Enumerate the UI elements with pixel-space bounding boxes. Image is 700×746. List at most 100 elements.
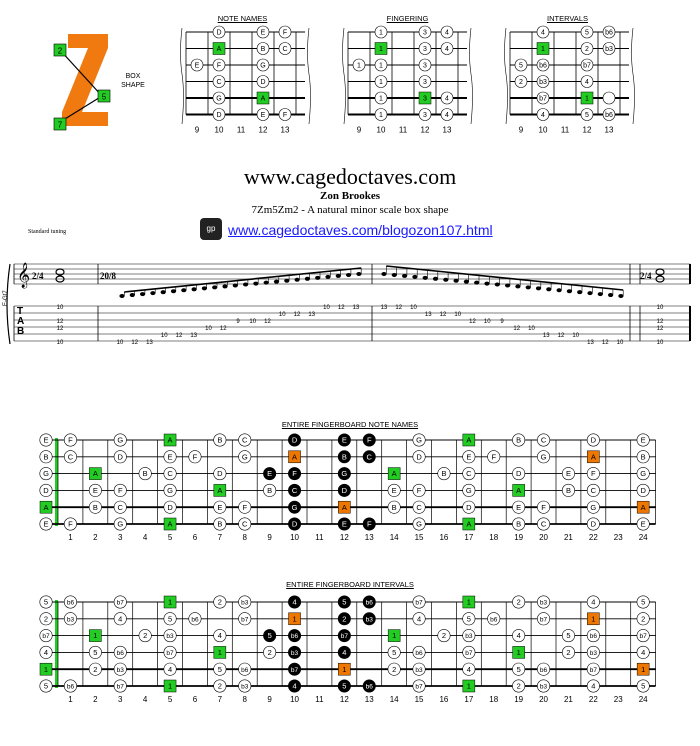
note-label: C xyxy=(216,79,221,86)
fingerboard-label: 4 xyxy=(591,682,595,691)
note-marker xyxy=(288,433,302,447)
fingerboard-label: F xyxy=(367,520,372,529)
fingerboard-label: C xyxy=(466,469,472,478)
note-marker xyxy=(440,42,454,55)
fingerboard-label: 4 xyxy=(292,682,296,691)
note-label: F xyxy=(283,112,287,119)
note-label: 1 xyxy=(379,79,383,86)
note-marker xyxy=(138,467,152,481)
fingerboard-label: b7 xyxy=(341,633,349,640)
fingerboard-label: b7 xyxy=(415,600,423,607)
tab-number: 10 xyxy=(57,340,64,346)
note-marker xyxy=(63,595,77,609)
note-marker xyxy=(586,662,600,676)
root-note-marker xyxy=(536,42,550,55)
note-label: F xyxy=(217,63,221,70)
note-marker xyxy=(412,662,426,676)
note-label: 5 xyxy=(585,30,589,37)
note-label: F xyxy=(283,30,287,37)
note-marker xyxy=(39,483,53,497)
note-marker xyxy=(537,433,551,447)
note-marker xyxy=(462,612,476,626)
fingerboard-label: b7 xyxy=(117,600,125,607)
whole-note xyxy=(55,268,65,276)
fingerboard-label: A xyxy=(466,436,471,445)
fingerboard-label: G xyxy=(242,452,248,461)
note-marker xyxy=(636,450,650,464)
fingerboard-label: G xyxy=(117,436,123,445)
note-marker xyxy=(88,662,102,676)
note-label: C xyxy=(282,46,287,53)
fingerboard-label: E xyxy=(641,520,646,529)
note-marker xyxy=(263,483,277,497)
fret-number: 10 xyxy=(290,533,299,542)
fingerboard-label: b7 xyxy=(640,633,648,640)
fingerboard-label: 2 xyxy=(93,665,97,674)
fingerboard-label: 5 xyxy=(44,598,48,607)
note-marker xyxy=(636,433,650,447)
blog-link[interactable]: www.cagedoctaves.com/blogozon107.html xyxy=(228,222,493,238)
fret-number: 22 xyxy=(589,695,598,704)
fret-number: 3 xyxy=(118,695,123,704)
note-head xyxy=(325,274,331,279)
fingerboard-label: D xyxy=(591,520,597,529)
note-marker xyxy=(113,595,127,609)
note-label: 4 xyxy=(445,112,449,119)
note-head xyxy=(346,272,352,277)
note-marker xyxy=(163,483,177,497)
fret-number: 6 xyxy=(193,533,198,542)
fret-number: 1 xyxy=(68,533,73,542)
tab-number: 13 xyxy=(308,312,315,318)
fingerboard-label: F xyxy=(367,436,372,445)
tab-number: 12 xyxy=(657,319,664,325)
note-marker xyxy=(512,517,526,531)
tab-number: 10 xyxy=(528,326,535,332)
note-marker xyxy=(418,108,432,121)
fret-number: 5 xyxy=(168,533,173,542)
note-marker xyxy=(462,483,476,497)
fret-number: 12 xyxy=(340,533,349,542)
fingerboard-label: B xyxy=(217,520,222,529)
fret-number: 23 xyxy=(614,533,623,542)
box-shape-logo: 2 5 7 BOX SHAPE xyxy=(53,34,145,131)
note-label: 2 xyxy=(585,46,589,53)
note-marker xyxy=(412,483,426,497)
fingerboard-label: C xyxy=(416,503,422,512)
note-marker xyxy=(288,662,302,676)
note-marker xyxy=(256,25,270,39)
note-label: 1 xyxy=(379,63,383,70)
fingerboard-label: D xyxy=(591,436,597,445)
fingerboard-label: F xyxy=(68,436,73,445)
tab-number: 13 xyxy=(146,340,153,346)
fingerboard-label: G xyxy=(167,486,173,495)
note-marker xyxy=(636,595,650,609)
fingerboard-label: G xyxy=(416,520,422,529)
note-marker xyxy=(374,58,388,72)
shape-label: SHAPE xyxy=(121,82,145,89)
note-marker xyxy=(113,483,127,497)
note-marker xyxy=(288,483,302,497)
fingerboard-label: B xyxy=(516,520,521,529)
tab-number: 10 xyxy=(657,340,664,346)
fingerboard-label: 1 xyxy=(342,665,346,674)
tab-number: 10 xyxy=(657,305,664,311)
fingerboard-label: G xyxy=(292,503,298,512)
guitar-pro-icon[interactable]: gp xyxy=(200,218,222,240)
fingerboard-label: A xyxy=(217,486,222,495)
root-note-marker xyxy=(163,433,177,447)
note-head xyxy=(181,288,187,293)
note-head xyxy=(535,286,542,291)
fingerboard-intervals: 5 b6 b7 1 2 b3 4 5 b6 b7 1 2 b3 4 52 b3 4 5 b6 b7 1 2 b3 4 5 b6 b7… xyxy=(39,595,656,704)
note-marker xyxy=(636,467,650,481)
note-marker xyxy=(536,58,550,72)
note-head xyxy=(170,289,177,294)
note-marker xyxy=(636,517,650,531)
fingerboard-label: b7 xyxy=(241,616,249,623)
note-head xyxy=(232,283,238,288)
tab-letter: A xyxy=(17,316,24,327)
marker-5-label: 5 xyxy=(102,93,107,102)
note-marker xyxy=(39,433,53,447)
note-label: 3 xyxy=(423,30,427,37)
box-label: BOX xyxy=(126,73,141,80)
tab-number: 13 xyxy=(381,305,388,311)
